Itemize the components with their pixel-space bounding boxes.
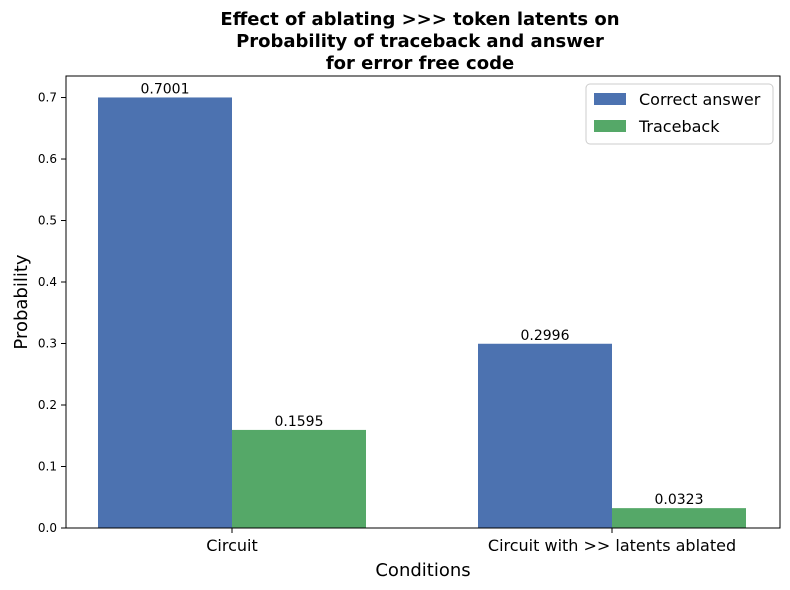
- bars-group: [98, 97, 746, 528]
- y-tick-label: 0.6: [38, 152, 57, 166]
- x-axis: Circuit Circuit with >> latents ablated: [206, 528, 736, 555]
- y-tick-label: 0.3: [38, 337, 57, 351]
- y-tick-label: 0.1: [38, 460, 57, 474]
- y-axis: 0.0 0.1 0.2 0.3 0.4 0.5 0.6 0.7: [38, 91, 66, 535]
- legend-swatch-correct-answer: [594, 93, 626, 105]
- chart-title-line-2: Probability of traceback and answer: [236, 31, 604, 52]
- y-tick-label: 0.2: [38, 398, 57, 412]
- bar-correct-answer-1: [98, 97, 232, 528]
- y-axis-label: Probability: [11, 254, 32, 349]
- data-label: 0.2996: [521, 328, 570, 344]
- data-labels-group: 0.7001 0.1595 0.2996 0.0323: [141, 81, 704, 508]
- chart-title: Effect of ablating >>> token latents on …: [220, 9, 619, 74]
- y-tick-label: 0.7: [38, 91, 57, 105]
- legend-label-traceback: Traceback: [638, 117, 720, 136]
- y-tick-label: 0.0: [38, 521, 57, 535]
- x-tick-label: Circuit with >> latents ablated: [488, 536, 736, 555]
- x-tick-label: Circuit: [206, 536, 258, 555]
- bar-correct-answer-2: [478, 343, 612, 528]
- legend-swatch-traceback: [594, 120, 626, 132]
- chart-title-line-1: Effect of ablating >>> token latents on: [220, 9, 619, 30]
- y-tick-label: 0.4: [38, 275, 57, 289]
- chart-title-line-3: for error free code: [326, 53, 514, 74]
- legend: Correct answer Traceback: [585, 83, 774, 145]
- legend-label-correct-answer: Correct answer: [639, 90, 761, 109]
- bar-traceback-2: [612, 508, 746, 528]
- data-label: 0.7001: [141, 81, 190, 97]
- bar-traceback-1: [232, 429, 366, 528]
- y-tick-label: 0.5: [38, 214, 57, 228]
- x-axis-label: Conditions: [375, 560, 470, 581]
- data-label: 0.0323: [655, 492, 704, 508]
- legend-box: [585, 83, 774, 145]
- plot-frame: [65, 75, 781, 529]
- data-label: 0.1595: [275, 414, 324, 430]
